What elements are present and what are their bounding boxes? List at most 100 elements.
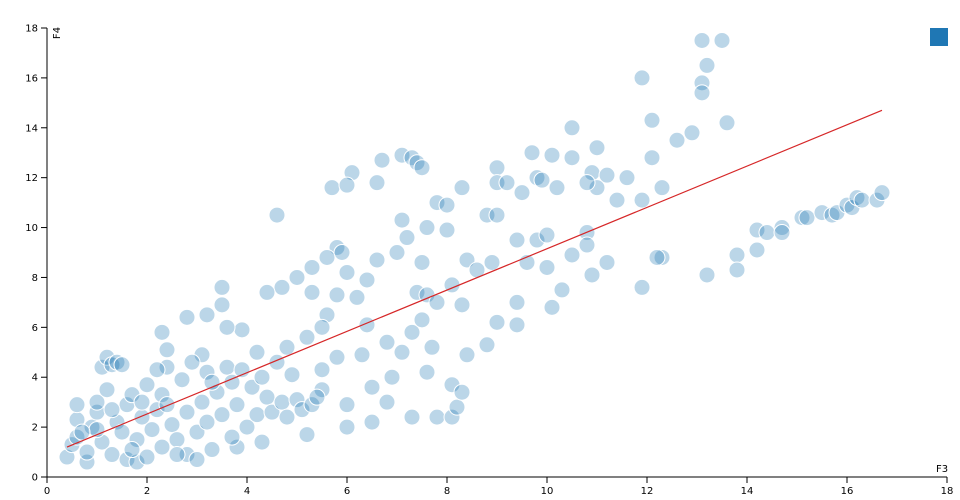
scatter-point	[698, 266, 716, 284]
x-tick-label: 4	[244, 486, 250, 497]
scatter-point	[363, 413, 381, 431]
scatter-point	[338, 176, 356, 194]
scatter-point	[163, 416, 181, 434]
scatter-point	[653, 179, 671, 197]
scatter-point	[108, 353, 126, 371]
x-axis-label: F3	[936, 464, 948, 475]
scatter-point	[478, 206, 496, 224]
scatter-point	[193, 393, 211, 411]
scatter-point	[458, 346, 476, 364]
scatter-point	[563, 119, 581, 137]
scatter-point	[68, 411, 86, 429]
scatter-point	[258, 388, 276, 406]
scatter-point	[203, 441, 221, 459]
scatter-point	[633, 191, 651, 209]
scatter-point	[693, 74, 711, 92]
scatter-point	[133, 393, 151, 411]
x-tick-label: 8	[444, 486, 450, 497]
x-tick-label: 10	[541, 486, 554, 497]
scatter-point	[578, 174, 596, 192]
scatter-point	[103, 356, 121, 374]
scatter-point	[143, 421, 161, 439]
scatter-point	[598, 253, 616, 271]
scatter-point	[318, 248, 336, 266]
scatter-point	[328, 348, 346, 366]
scatter-point	[248, 406, 266, 424]
scatter-point	[308, 388, 326, 406]
scatter-point	[798, 209, 816, 227]
scatter-point	[218, 318, 236, 336]
scatter-point	[683, 124, 701, 142]
scatter-point	[118, 396, 136, 414]
y-tick-label: 6	[32, 323, 38, 334]
scatter-point	[233, 321, 251, 339]
scatter-point	[713, 31, 731, 49]
scatter-point	[508, 316, 526, 334]
scatter-point	[278, 408, 296, 426]
scatter-point	[153, 386, 171, 404]
scatter-point	[68, 396, 86, 414]
scatter-point	[398, 229, 416, 247]
scatter-point	[588, 139, 606, 157]
scatter-point	[378, 393, 396, 411]
x-tick-label: 0	[44, 486, 50, 497]
scatter-point	[168, 446, 186, 464]
scatter-point	[453, 383, 471, 401]
scatter-point	[368, 174, 386, 192]
scatter-point	[128, 431, 146, 449]
scatter-point	[643, 149, 661, 167]
scatter-point	[88, 393, 106, 411]
scatter-point	[793, 209, 811, 227]
scatter-point	[93, 358, 111, 376]
scatter-point	[428, 194, 446, 212]
scatter-point	[393, 211, 411, 229]
scatter-point	[393, 343, 411, 361]
scatter-point	[118, 451, 136, 469]
scatter-point	[103, 401, 121, 419]
scatter-point	[178, 446, 196, 464]
scatter-point	[368, 251, 386, 269]
scatter-point	[258, 283, 276, 301]
x-tick-label: 18	[941, 486, 954, 497]
scatter-point	[523, 144, 541, 162]
scatter-point	[183, 353, 201, 371]
scatter-point	[718, 114, 736, 132]
scatter-point	[388, 244, 406, 261]
scatter-point	[773, 219, 791, 237]
scatter-point	[333, 244, 351, 261]
scatter-point	[438, 221, 456, 239]
scatter-point	[543, 146, 561, 164]
y-tick-label: 8	[32, 273, 38, 284]
scatter-point	[173, 371, 191, 389]
scatter-point	[378, 333, 396, 351]
scatter-point	[478, 336, 496, 354]
scatter-point	[188, 451, 206, 469]
scatter-point	[253, 433, 271, 451]
scatter-point	[408, 283, 426, 301]
scatter-point	[538, 258, 556, 276]
y-tick-label: 2	[32, 423, 38, 434]
scatter-point	[413, 253, 431, 271]
scatter-point	[668, 131, 686, 149]
scatter-point	[338, 263, 356, 281]
scatter-point	[653, 248, 671, 266]
scatter-point	[608, 191, 626, 209]
scatter-point	[438, 196, 456, 214]
scatter-point	[93, 433, 111, 451]
scatter-point	[238, 418, 256, 436]
scatter-point	[823, 206, 841, 224]
scatter-point	[358, 271, 376, 289]
y-tick-label: 16	[25, 73, 38, 84]
scatter-point	[428, 408, 446, 426]
scatter-point	[148, 361, 166, 379]
scatter-point	[303, 283, 321, 301]
scatter-point	[348, 288, 366, 306]
scatter-point	[363, 378, 381, 396]
scatter-point	[198, 363, 216, 381]
scatter-point	[848, 189, 866, 207]
scatter-point	[113, 356, 131, 374]
scatter-point	[588, 179, 606, 197]
scatter-point	[413, 311, 431, 329]
scatter-point	[728, 261, 746, 279]
